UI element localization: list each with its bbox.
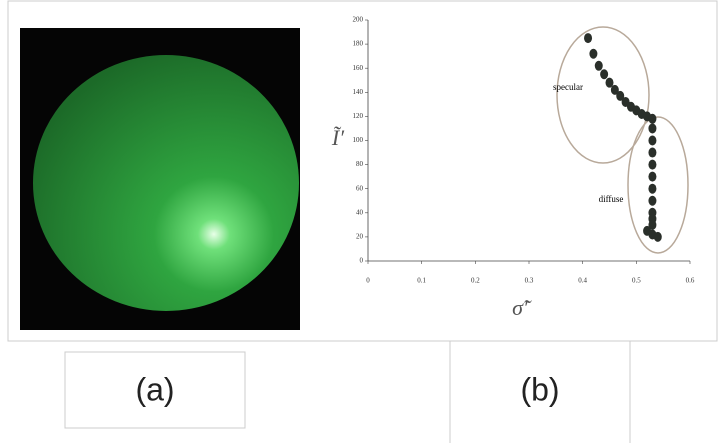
point xyxy=(648,184,656,194)
point xyxy=(648,123,656,133)
y-tick-label: 0 xyxy=(360,257,364,265)
x-tick-label: 0.2 xyxy=(471,277,480,285)
point xyxy=(648,114,656,124)
y-tick-label: 200 xyxy=(353,16,364,24)
point xyxy=(648,196,656,206)
y-tick-label: 120 xyxy=(353,112,364,120)
annotation: specular xyxy=(553,82,583,92)
x-tick-label: 0.1 xyxy=(417,277,426,285)
point xyxy=(595,61,603,71)
point xyxy=(589,49,597,59)
y-tick-label: 60 xyxy=(356,184,364,192)
point xyxy=(648,172,656,182)
x-tick-label: 0.5 xyxy=(632,277,641,285)
annotation: diffuse xyxy=(599,194,624,204)
y-tick-label: 100 xyxy=(353,136,364,144)
figure: specular diffuse σ̃′ Ĩ′ (a) (b) 0 20 40 60 8… xyxy=(0,0,718,443)
point xyxy=(648,136,656,146)
point xyxy=(648,160,656,170)
x-axis-label: σ̃′ xyxy=(512,295,532,320)
panel-label: (b) xyxy=(520,371,559,407)
page: specular diffuse σ̃′ Ĩ′ (a) (b) 0 20 40 60 8… xyxy=(0,0,718,443)
y-tick-label: 80 xyxy=(356,160,364,168)
panel-label: (a) xyxy=(135,371,174,407)
y-tick-label: 140 xyxy=(353,88,364,96)
y-tick-label: 20 xyxy=(356,233,364,241)
x-tick-label: 0.3 xyxy=(525,277,534,285)
point xyxy=(654,232,662,242)
point xyxy=(584,33,592,43)
y-tick-label: 180 xyxy=(353,40,364,48)
y-tick-label: 40 xyxy=(356,208,364,216)
point xyxy=(648,148,656,158)
y-tick-label: 160 xyxy=(353,64,364,72)
x-tick-label: 0.6 xyxy=(686,277,695,285)
y-axis-label: Ĩ′ xyxy=(331,125,345,150)
x-tick-label: 0.4 xyxy=(578,277,587,285)
x-tick-label: 0 xyxy=(366,277,370,285)
point xyxy=(600,69,608,79)
sphere xyxy=(33,55,299,311)
